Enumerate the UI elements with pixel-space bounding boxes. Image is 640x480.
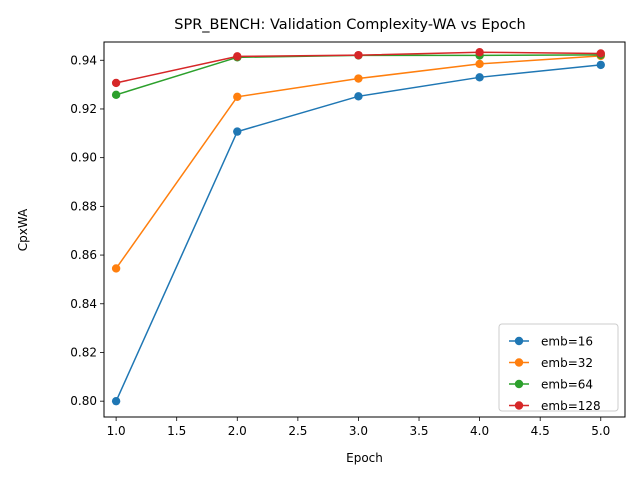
legend-frame: [498, 323, 619, 412]
legend-label-emb-32: emb=32: [541, 356, 593, 370]
legend-marker-emb-32: [514, 358, 524, 367]
data-point-emb-32: [111, 264, 121, 273]
y-tick-label: 0.80: [70, 394, 97, 408]
data-point-emb-16: [475, 73, 484, 82]
legend-marker-emb-16: [514, 336, 524, 346]
legend-marker-emb-128: [514, 401, 524, 410]
data-point-emb-128: [354, 50, 363, 60]
x-tick-label: 2.5: [288, 424, 307, 438]
x-tick-label: 1.5: [167, 424, 186, 438]
legend-label-emb-128: emb=128: [541, 399, 601, 413]
y-tick-label: 0.90: [70, 151, 97, 165]
x-tick-label: 3.5: [409, 424, 428, 438]
y-tick-label: 0.88: [70, 199, 97, 213]
data-point-emb-32: [354, 74, 363, 83]
legend: emb=16 emb=32 emb=64 emb=128: [498, 323, 619, 413]
data-point-emb-32: [475, 59, 484, 69]
data-point-emb-16: [354, 92, 363, 101]
data-point-emb-16: [596, 60, 605, 70]
legend-label-emb-16: emb=16: [541, 335, 593, 349]
y-tick-label: 0.92: [70, 102, 97, 116]
x-axis: 1.0 1.5 2.0 2.5 3.0 3.5 4.0 4.5 5.0: [107, 417, 610, 438]
plot-border: [103, 41, 626, 418]
x-tick-label: 1.0: [107, 424, 126, 438]
data-point-emb-32: [233, 92, 242, 101]
data-point-emb-16: [111, 396, 121, 406]
x-tick-label: 4.0: [470, 424, 489, 438]
legend-label-emb-64: emb=64: [541, 378, 593, 392]
y-tick-label: 0.84: [70, 297, 97, 311]
x-axis-title: Epoch: [346, 451, 383, 465]
data-point-emb-64: [111, 90, 121, 100]
data-point-emb-128: [596, 49, 605, 58]
y-axis: 0.80 0.82 0.84 0.86 0.88 0.90 0.92 0.94: [70, 53, 104, 408]
y-tick-label: 0.94: [70, 53, 97, 67]
y-tick-label: 0.86: [70, 248, 97, 262]
x-tick-label: 5.0: [591, 424, 610, 438]
data-point-emb-16: [233, 127, 242, 136]
chart-title: SPR_BENCH: Validation Complexity-WA vs E…: [174, 17, 525, 33]
series-layer: [111, 48, 605, 406]
legend-marker-emb-64: [514, 379, 524, 389]
x-tick-label: 3.0: [349, 424, 368, 438]
y-tick-label: 0.82: [70, 345, 97, 359]
data-point-emb-128: [111, 78, 121, 88]
data-point-emb-128: [233, 52, 242, 61]
y-axis-title: CpxWA: [16, 208, 30, 251]
x-tick-label: 2.0: [228, 424, 247, 438]
x-tick-label: 4.5: [531, 424, 550, 438]
data-point-emb-128: [475, 48, 484, 57]
